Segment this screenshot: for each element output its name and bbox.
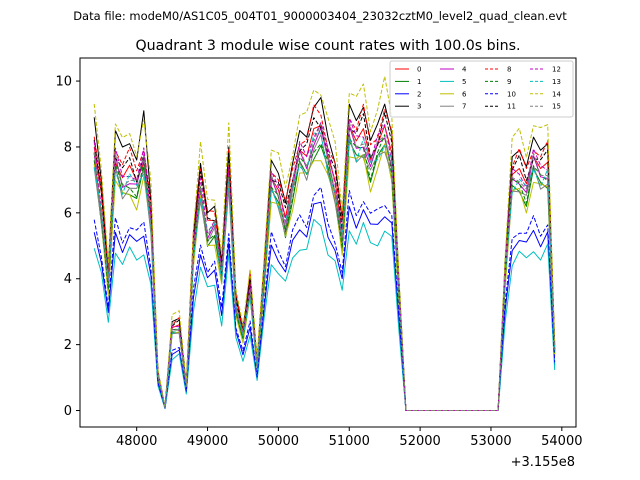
x-tick-label: 51000 [329, 434, 370, 449]
x-tick-label: 50000 [258, 434, 299, 449]
y-tick-label: 10 [55, 75, 72, 90]
plot-frame [79, 57, 577, 428]
legend-label: 7 [462, 103, 466, 111]
x-tick-label: 49000 [187, 434, 228, 449]
legend-box [389, 60, 574, 118]
legend-label: 0 [417, 66, 421, 74]
legend-label: 10 [507, 90, 516, 98]
x-axis: 48000 49000 50000 51000 52000 53000 54000 [116, 427, 583, 449]
y-tick-label: 4 [64, 272, 72, 287]
x-tick-label: 48000 [116, 434, 157, 449]
legend-label: 1 [417, 78, 421, 86]
legend-label: 6 [462, 90, 467, 98]
y-tick-label: 6 [64, 206, 72, 221]
series-line-13 [93, 132, 556, 411]
x-tick-label: 52000 [399, 434, 440, 449]
y-tick-label: 8 [64, 140, 72, 155]
y-tick-label: 2 [64, 338, 72, 353]
y-axis: 0 2 4 6 8 10 [55, 75, 80, 419]
legend-label: 8 [507, 66, 511, 74]
legend-label: 3 [417, 103, 421, 111]
x-tick-label: 54000 [541, 434, 582, 449]
series-line-12 [93, 118, 556, 411]
legend-label: 15 [552, 103, 561, 111]
chart-title: Quadrant 3 module wise count rates with … [135, 38, 520, 54]
legend-label: 4 [462, 66, 467, 74]
figure-suptitle: Data file: modeM0/AS1C05_004T01_90000034… [73, 9, 567, 23]
y-tick-label: 0 [64, 404, 72, 419]
x-offset-label: +3.155e8 [511, 455, 575, 470]
legend-label: 5 [462, 78, 466, 86]
series-layer [93, 75, 556, 411]
legend-label: 2 [417, 90, 421, 98]
legend-label: 13 [552, 78, 561, 86]
series-line-14 [93, 75, 556, 411]
legend-label: 11 [507, 103, 516, 111]
legend-label: 9 [507, 78, 511, 86]
series-line-15 [93, 121, 556, 411]
legend-label: 14 [552, 90, 561, 98]
x-tick-label: 53000 [470, 434, 511, 449]
legend-label: 12 [552, 66, 561, 74]
